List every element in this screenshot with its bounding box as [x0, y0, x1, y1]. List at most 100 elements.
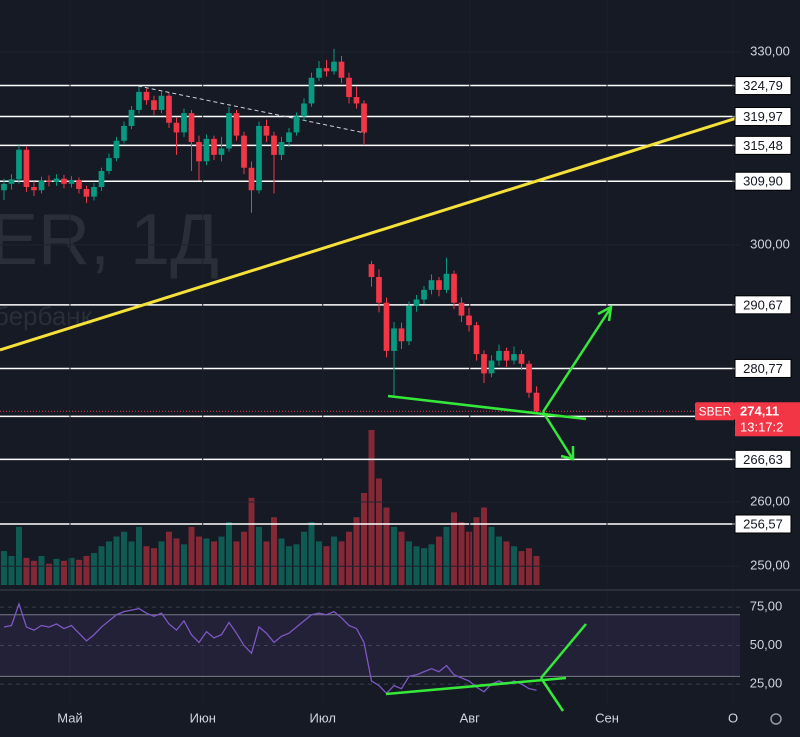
candle-body — [443, 273, 450, 290]
level-label-box — [734, 135, 792, 155]
candle-body — [458, 302, 465, 316]
level-label-box — [734, 449, 792, 469]
rsi-tick-label: 25,00 — [750, 675, 783, 690]
volume-bar — [278, 538, 285, 585]
candle-body — [31, 187, 37, 191]
level-label-box — [734, 107, 792, 127]
volume-bar — [38, 555, 45, 585]
candle-body — [23, 149, 30, 188]
candle-body — [466, 315, 472, 326]
settings-icon[interactable] — [770, 713, 782, 725]
candle-body — [331, 61, 337, 72]
volume-bar — [135, 526, 142, 585]
candle-body — [496, 350, 502, 361]
candle-body — [398, 328, 405, 342]
candle-body — [46, 180, 52, 182]
volume-bar — [406, 541, 413, 585]
volume-bar — [225, 522, 232, 585]
level-label-box — [734, 295, 792, 315]
candle-body — [518, 354, 525, 364]
dashed-trendline — [137, 85, 366, 134]
candle-body — [113, 140, 120, 159]
candle-body — [241, 135, 247, 168]
volume-bar — [75, 559, 82, 585]
candle-body — [338, 61, 345, 78]
volume-bar — [165, 531, 172, 585]
candle-body — [218, 148, 225, 155]
candle-body — [121, 125, 127, 141]
volume-bar — [233, 541, 240, 585]
volume-bar — [376, 478, 383, 585]
candle-body — [503, 350, 510, 361]
candle-body — [16, 149, 22, 180]
volume-bar — [323, 546, 330, 585]
candle-body — [473, 325, 480, 355]
volume-bar — [120, 531, 127, 585]
candle-body — [286, 132, 292, 143]
volume-bar — [203, 538, 210, 585]
volume-bar — [511, 546, 518, 585]
level-label: 266,63 — [743, 452, 783, 467]
candle-body — [406, 305, 412, 342]
candle-body — [278, 142, 285, 155]
volume-bar — [285, 546, 292, 585]
volume-bar — [270, 517, 277, 585]
x-tick-label: Авг — [460, 710, 481, 725]
volume-bar — [488, 526, 495, 585]
volume-bar — [315, 541, 322, 585]
candle-body — [166, 95, 172, 123]
volume-bar — [158, 541, 165, 585]
x-tick-label: Июл — [310, 710, 336, 725]
candle-body — [226, 113, 232, 149]
volume-bar — [0, 551, 7, 585]
volume-bar — [360, 492, 367, 585]
candle-body — [143, 91, 150, 101]
candle-body — [256, 125, 262, 191]
symbol-label: SBER — [699, 404, 732, 418]
candle-body — [53, 178, 60, 182]
countdown: 13:17:2 — [740, 420, 783, 435]
candle-body — [68, 179, 75, 184]
price-tag — [735, 402, 800, 437]
level-label: 309,90 — [743, 174, 783, 189]
candle-body — [181, 113, 187, 133]
candle-body — [248, 167, 255, 191]
volume-bar — [293, 544, 300, 585]
volume-bar — [330, 536, 337, 585]
volume-bar — [15, 526, 22, 585]
candle-body — [323, 68, 330, 72]
volume-bar — [128, 541, 135, 585]
rsi-support-line — [385, 676, 567, 696]
rsi-line — [3, 601, 537, 695]
candle-body — [511, 354, 517, 361]
last-price-label: 274,11 — [740, 404, 779, 419]
candle-body — [91, 187, 97, 197]
x-tick-label: Май — [57, 710, 82, 725]
trendline — [0, 115, 741, 352]
arrow-up — [541, 308, 612, 413]
candle-body — [76, 179, 82, 189]
candle-body — [353, 97, 360, 104]
candle-body — [308, 77, 315, 104]
volume-bar — [263, 541, 270, 585]
level-label: 290,67 — [743, 297, 783, 312]
level-label: 280,77 — [743, 361, 783, 376]
level-label-box — [734, 76, 792, 96]
candle-body — [151, 100, 157, 110]
volume-bar — [90, 553, 97, 585]
level-label: 324,79 — [743, 78, 783, 93]
volume-bar — [98, 546, 105, 585]
volume-bar — [30, 560, 37, 585]
volume-bar — [473, 517, 480, 585]
volume-bar — [436, 536, 443, 585]
candle-body — [481, 354, 487, 374]
level-label: 319,97 — [743, 109, 783, 124]
candle-body — [346, 77, 352, 98]
candle-body — [233, 113, 240, 136]
volume-bar — [383, 507, 390, 585]
candle-body — [8, 179, 15, 184]
volume-bar — [113, 536, 120, 585]
candle-body — [83, 188, 90, 197]
volume-bar — [308, 522, 315, 585]
annotations — [385, 304, 613, 712]
